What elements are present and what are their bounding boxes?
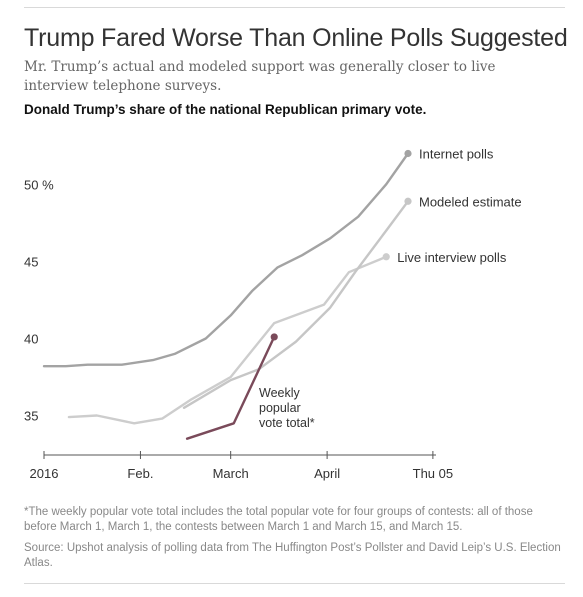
line-chart: 2016 Feb. March April Thu 05 50 % 45 40 35 Inter… [24,146,522,481]
y-tick-label: 40 [24,331,38,346]
chart-axes: 2016 Feb. March April Thu 05 50 % 45 40 35 [24,177,453,481]
series-label-live: Live interview polls [397,250,507,265]
series-label-weekly-line: popular [259,401,301,415]
top-divider [24,7,565,8]
series-line-modeled [182,200,410,409]
chart-labels-layer: Internet polls Modeled estimate Live inter… [259,146,522,430]
dek-text: Mr. Trump’s actual and modeled support w… [24,59,496,94]
series-endpoint-live [382,253,390,261]
series-endpoint-internet [404,149,412,158]
x-tick-label: 2016 [30,466,59,481]
series-endpoint-weekly [270,333,278,341]
series-label-modeled: Modeled estimate [419,194,522,209]
series-endpoint-modeled [404,197,412,205]
source-note: Source: Upshot analysis of polling data … [24,542,561,569]
series-label-weekly-line: vote total* [259,416,315,430]
x-tick-label: March [213,466,249,481]
series-line-internet [42,152,410,368]
headline: Trump Fared Worse Than Online Polls Sugg… [24,24,568,52]
y-tick-label: 45 [24,254,38,269]
series-label-internet: Internet polls [419,146,494,161]
y-tick-label: 50 % [24,177,54,192]
series-label-weekly-line: Weekly [259,386,301,400]
footnote: *The weekly popular vote total includes … [24,506,533,533]
chart-subtitle: Donald Trump’s share of the national Rep… [24,102,427,117]
x-tick-label: Feb. [127,466,153,481]
x-tick-label: April [314,466,340,481]
bottom-divider [24,583,565,584]
series-line-live [67,255,388,425]
series-line-weekly [185,335,276,440]
x-tick-label: Thu 05 [413,466,453,481]
y-tick-label: 35 [24,409,38,424]
chart-series-layer [42,149,412,440]
